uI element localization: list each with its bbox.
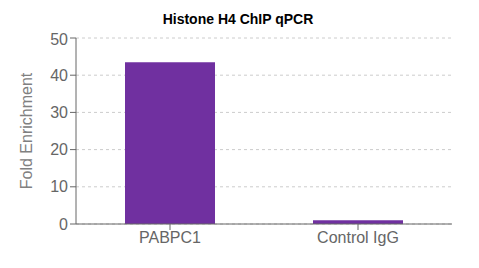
svg-text:Control IgG: Control IgG — [317, 229, 399, 246]
svg-text:PABPC1: PABPC1 — [139, 229, 201, 246]
svg-text:0: 0 — [59, 216, 68, 233]
svg-text:20: 20 — [50, 141, 68, 158]
svg-text:10: 10 — [50, 178, 68, 195]
html-text:Histone H4 ChIP qPCR: Histone H4 ChIP qPCR — [162, 11, 314, 27]
svg-text:50: 50 — [50, 31, 68, 48]
svg-text:30: 30 — [50, 104, 68, 121]
svg-text:40: 40 — [50, 67, 68, 84]
svg-text:Fold Enrichment: Fold Enrichment — [18, 72, 35, 189]
